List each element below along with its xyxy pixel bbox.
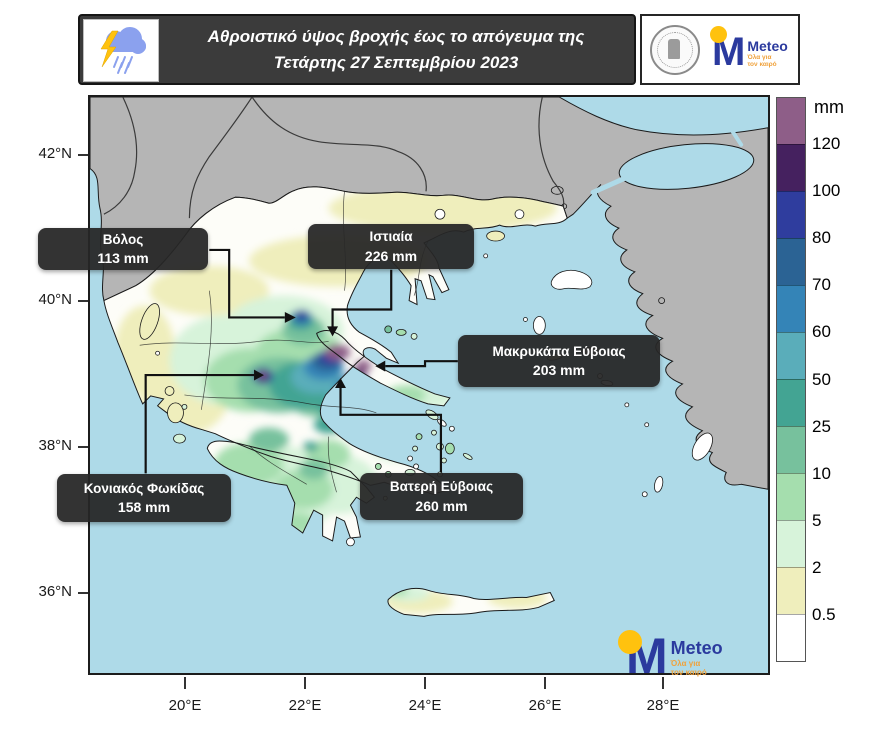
latitude-tick: [78, 446, 88, 448]
meteo-wordmark: Meteo: [670, 638, 723, 658]
legend-color-cell: [777, 473, 805, 520]
latitude-label: 38°N: [38, 437, 72, 454]
rainfall-legend-colorbar: [776, 97, 806, 662]
longitude-tick: [544, 677, 546, 689]
legend-color-cell: [777, 614, 805, 661]
rainfall-callout: Βατερή Εύβοιας 260 mm: [360, 473, 523, 520]
legend-unit-label: mm: [814, 97, 844, 117]
legend-threshold-label: 100: [812, 181, 841, 201]
meteo-dot-icon: [710, 25, 727, 43]
callout-value: 226 mm: [364, 247, 418, 264]
callout-location: Βόλος: [102, 231, 144, 247]
callout-location: Βατερή Εύβοιας: [389, 479, 494, 495]
meteo-watermark: M Meteo Όλα για τον καιρό: [616, 628, 774, 681]
callout-location: Κονιακός Φωκίδας: [83, 480, 205, 496]
rainfall-callout: Κονιακός Φωκίδας 158 mm: [57, 474, 231, 522]
university-seal-icon: [650, 24, 700, 75]
longitude-tick: [184, 677, 186, 689]
map-title-line2: Τετάρτης 27 Σεπτεμβρίου 2023: [273, 52, 519, 72]
legend-color-cell: [777, 379, 805, 426]
map-title: Αθροιστικό ύψος βροχής έως το απόγευμα τ…: [160, 16, 632, 83]
callout-value: 158 mm: [117, 499, 171, 516]
rainfall-callout: Ιστιαία 226 mm: [308, 224, 474, 269]
map-title-line1: Αθροιστικό ύψος βροχής έως το απόγευμα τ…: [207, 27, 585, 46]
legend-threshold-label: 120: [812, 134, 841, 154]
legend-threshold-label: 60: [812, 322, 831, 342]
legend-threshold-label: 70: [812, 275, 831, 295]
rainfall-callout: Μακρυκάπα Εύβοιας 203 mm: [458, 335, 660, 387]
legend-threshold-label: 50: [812, 369, 831, 389]
legend-color-cell: [777, 98, 805, 144]
legend-color-cell: [777, 238, 805, 285]
longitude-tick: [424, 677, 426, 689]
longitude-label: 28°E: [646, 697, 680, 714]
callout-arrowheads: [254, 312, 386, 388]
country-borders: [103, 97, 565, 219]
header-bar: Αθροιστικό ύψος βροχής έως το απόγευμα τ…: [78, 14, 636, 85]
latitude-tick: [78, 154, 88, 156]
legend-color-cell: [777, 285, 805, 332]
meteo-dot-icon: [618, 630, 642, 654]
longitude-tick: [662, 677, 664, 689]
meteo-tagline-2: τον καιρό: [747, 60, 777, 68]
longitude-label: 24°E: [408, 697, 442, 714]
meteo-tagline-1: Όλα για: [670, 659, 701, 668]
latitude-tick: [78, 300, 88, 302]
latitude-label: 40°N: [38, 291, 72, 308]
longitude-label: 22°E: [288, 697, 322, 714]
legend-color-cell: [777, 426, 805, 473]
meteo-tagline-2: τον καιρό: [670, 668, 707, 678]
meteo-logo: M Meteo Όλα για τον καιρό: [710, 25, 788, 72]
map-frame: [88, 95, 770, 675]
longitude-label: 20°E: [168, 697, 202, 714]
legend-color-cell: [777, 520, 805, 567]
rainfall-callout: Βόλος 113 mm: [38, 228, 208, 270]
callout-value: 260 mm: [415, 497, 468, 514]
legend-color-cell: [777, 332, 805, 379]
legend-threshold-label: 25: [812, 416, 831, 436]
callout-value: 113 mm: [97, 250, 149, 267]
latitude-label: 36°N: [38, 583, 72, 600]
legend-threshold-label: 0.5: [812, 604, 836, 624]
callout-location: Μακρυκάπα Εύβοιας: [492, 343, 626, 359]
storm-cloud-lightning-rain-icon: [100, 26, 146, 74]
legend-threshold-label: 2: [812, 557, 822, 577]
meteo-tagline-1: Όλα για: [747, 53, 772, 61]
callout-location: Ιστιαία: [369, 229, 413, 245]
longitude-label: 26°E: [528, 697, 562, 714]
greece-rainfall-map: [90, 97, 768, 673]
storm-icon-box: [83, 19, 159, 82]
callout-connectors: [144, 248, 458, 474]
legend-threshold-label: 10: [812, 463, 831, 483]
header-logo-box: M Meteo Όλα για τον καιρό: [640, 14, 800, 85]
legend-threshold-label: 80: [812, 228, 831, 248]
longitude-tick: [304, 677, 306, 689]
latitude-tick: [78, 592, 88, 594]
legend-threshold-label: 5: [812, 510, 822, 530]
latitude-label: 42°N: [38, 145, 72, 162]
meteo-wordmark: Meteo: [747, 37, 788, 54]
callout-value: 203 mm: [532, 362, 586, 379]
prefecture-borders: [139, 191, 429, 493]
legend-color-cell: [777, 144, 805, 191]
legend-color-cell: [777, 191, 805, 238]
legend-color-cell: [777, 567, 805, 614]
